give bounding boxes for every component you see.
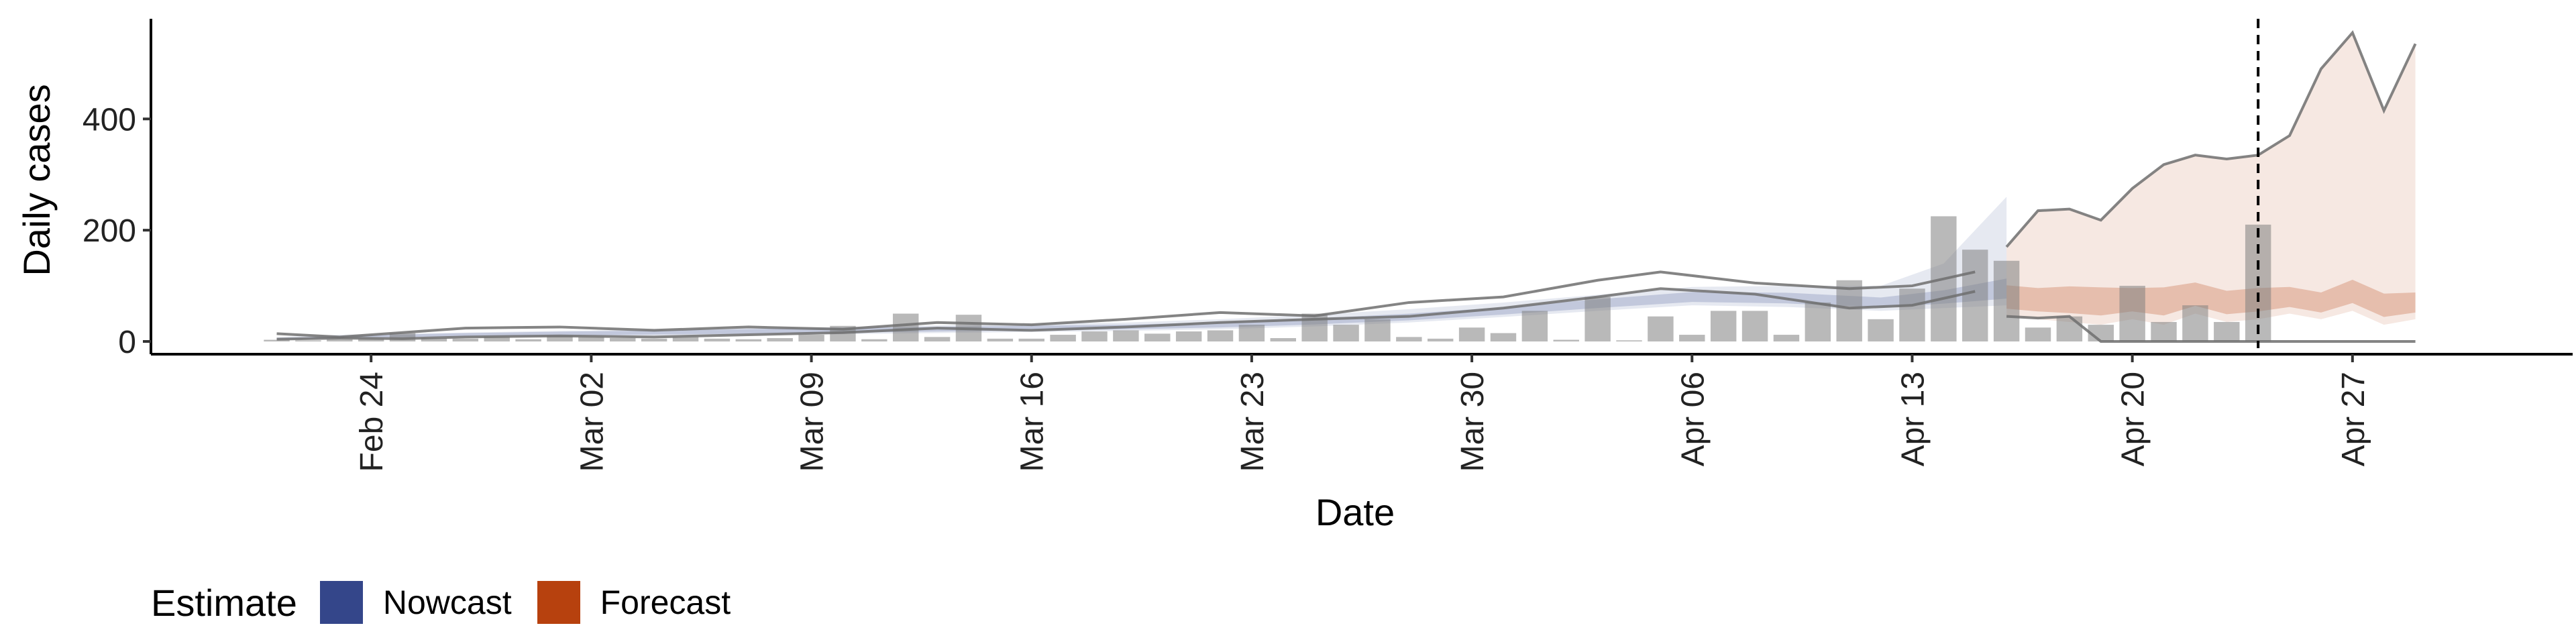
estimate-line xyxy=(276,270,1976,339)
case-bar xyxy=(798,335,824,341)
case-bar xyxy=(515,339,541,341)
x-tick-label: Feb 24 xyxy=(354,372,390,472)
case-bar xyxy=(547,335,573,341)
case-bar xyxy=(1081,331,1108,341)
x-tick-label: Mar 09 xyxy=(795,372,830,472)
x-tick-label: Apr 13 xyxy=(1895,372,1931,466)
case-bar xyxy=(2119,286,2145,341)
case-bar xyxy=(1993,260,2020,341)
y-tick-label: 400 xyxy=(83,102,136,138)
forecast-outer-band xyxy=(2006,32,2416,325)
case-bar xyxy=(484,337,510,341)
case-bar xyxy=(1679,335,1705,341)
case-bar xyxy=(1741,311,1768,341)
x-tick-label: Apr 06 xyxy=(1675,372,1711,466)
case-bar xyxy=(2025,327,2051,341)
legend-label-forecast: Forecast xyxy=(600,584,731,621)
case-bar xyxy=(1490,333,1517,341)
x-tick-label: Mar 02 xyxy=(574,372,610,472)
legend-label-nowcast: Nowcast xyxy=(382,584,512,621)
case-bar xyxy=(1899,288,1925,341)
case-bar xyxy=(2056,316,2083,341)
case-bar xyxy=(1521,311,1548,341)
estimate-line xyxy=(2006,315,2416,343)
case-bar xyxy=(704,338,731,341)
case-bar xyxy=(264,339,290,341)
case-bar xyxy=(1553,339,1579,341)
legend-item-nowcast: Nowcast xyxy=(319,581,512,624)
case-bar xyxy=(1773,335,1800,341)
case-bar xyxy=(767,338,793,341)
case-bar xyxy=(987,338,1014,341)
case-bar xyxy=(1050,335,1076,341)
nowcast-outer-band xyxy=(276,197,2007,340)
case-bar xyxy=(924,337,951,341)
case-bar xyxy=(1458,327,1485,341)
case-bar xyxy=(1868,319,1894,341)
y-axis-title: Daily cases xyxy=(15,84,58,276)
case-bar xyxy=(421,338,447,341)
case-bar xyxy=(2182,305,2208,341)
case-bar xyxy=(672,337,699,341)
case-bar xyxy=(1270,338,1297,341)
case-bar xyxy=(1238,325,1265,341)
forecast-inner-band xyxy=(2006,279,2416,317)
x-tick-label: Mar 30 xyxy=(1455,372,1491,472)
x-tick-label: Apr 27 xyxy=(2336,372,2371,466)
case-bar xyxy=(1836,280,1862,341)
case-bar xyxy=(1175,331,1202,341)
case-bar xyxy=(735,339,762,341)
case-bar xyxy=(1585,297,1611,341)
case-bar xyxy=(1710,311,1737,341)
estimate-line xyxy=(276,287,1976,341)
case-bar xyxy=(1113,330,1139,341)
case-bar xyxy=(1144,333,1171,341)
case-bar xyxy=(452,338,479,341)
case-bar xyxy=(2151,321,2177,341)
case-bar xyxy=(641,338,667,341)
legend-swatch-nowcast xyxy=(319,581,363,624)
x-axis-title: Date xyxy=(1316,491,1395,533)
case-bar xyxy=(1648,316,1674,341)
case-bar xyxy=(358,338,384,341)
case-bar xyxy=(2214,321,2240,341)
case-bar xyxy=(1805,302,1831,341)
legend-item-forecast: Forecast xyxy=(537,581,731,624)
legend: Estimate Nowcast Forecast xyxy=(151,576,756,629)
case-bar xyxy=(1364,319,1391,341)
x-tick-label: Mar 23 xyxy=(1235,372,1271,472)
case-bar xyxy=(1427,338,1454,341)
y-tick-label: 200 xyxy=(83,213,136,249)
case-bar xyxy=(1396,337,1422,341)
case-bar xyxy=(295,340,321,341)
estimate-line xyxy=(2005,30,2417,248)
case-bar xyxy=(610,338,636,341)
case-bar xyxy=(892,313,919,341)
case-bar xyxy=(1207,330,1234,341)
case-bar xyxy=(1018,338,1044,341)
case-bar xyxy=(578,337,604,341)
case-bar xyxy=(1962,250,1988,341)
x-tick-label: Apr 20 xyxy=(2116,372,2151,466)
legend-title: Estimate xyxy=(151,581,297,624)
case-bar xyxy=(1333,325,1359,341)
y-tick-label: 0 xyxy=(118,325,136,360)
case-bar xyxy=(1616,340,1642,341)
case-bar xyxy=(861,339,888,341)
case-bar xyxy=(327,339,353,341)
x-tick-label: Mar 16 xyxy=(1015,372,1051,472)
legend-swatch-forecast xyxy=(537,581,580,624)
